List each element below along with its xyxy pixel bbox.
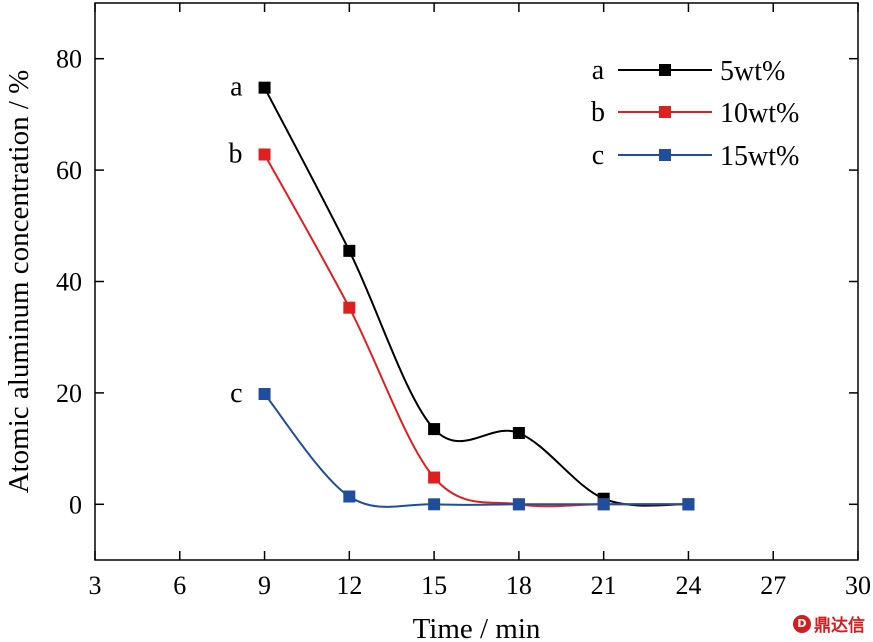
x-axis-title: Time / min: [413, 613, 541, 642]
watermark: D 鼎达信: [793, 611, 865, 636]
x-tick-label: 18: [506, 571, 532, 600]
legend-key-a: a: [592, 55, 605, 86]
data-point-c: [343, 490, 356, 503]
watermark-logo-icon: D: [793, 614, 811, 633]
x-tick-label: 30: [845, 571, 871, 600]
x-tick-label: 24: [675, 571, 701, 600]
data-point-b: [258, 148, 271, 161]
y-tick-label: 40: [56, 268, 82, 297]
legend-marker-c: [659, 149, 671, 161]
x-tick-label: 6: [173, 571, 186, 600]
y-tick-label: 60: [56, 156, 82, 185]
legend-key-b: b: [591, 97, 605, 128]
legend-marker-a: [659, 64, 671, 76]
x-tick-label: 21: [591, 571, 617, 600]
legend-label-c: 15wt%: [720, 141, 799, 172]
y-tick-label: 20: [56, 379, 82, 408]
data-point-b: [343, 301, 356, 314]
x-tick-label: 9: [258, 571, 271, 600]
curve-label-a: a: [230, 72, 243, 103]
legend-label-a: 5wt%: [720, 56, 785, 87]
x-tick-label: 12: [336, 571, 362, 600]
curve-label-c: c: [230, 378, 242, 409]
data-point-a: [512, 427, 525, 440]
data-point-c: [597, 498, 610, 511]
data-point-a: [428, 423, 441, 436]
x-tick-label: 27: [760, 571, 786, 600]
watermark-text: 鼎达信: [814, 616, 865, 636]
x-tick-label: 15: [421, 571, 447, 600]
series-line-c: [263, 393, 689, 508]
data-point-c: [682, 498, 695, 511]
data-point-b: [428, 471, 441, 484]
legend-key-c: c: [592, 140, 604, 171]
y-tick-label: 80: [56, 45, 82, 74]
data-point-a: [343, 244, 356, 257]
series-line-a: [263, 87, 689, 507]
y-tick-label: 0: [69, 490, 82, 519]
data-point-c: [512, 498, 525, 511]
x-tick-label: 3: [89, 571, 102, 600]
y-axis-title: Atomic aluminum concentration / %: [3, 70, 35, 494]
data-point-c: [258, 388, 271, 401]
data-point-c: [428, 498, 441, 511]
legend-marker-b: [659, 106, 671, 118]
legend-label-b: 10wt%: [720, 98, 799, 129]
curve-label-b: b: [229, 139, 243, 170]
data-point-a: [258, 81, 271, 94]
